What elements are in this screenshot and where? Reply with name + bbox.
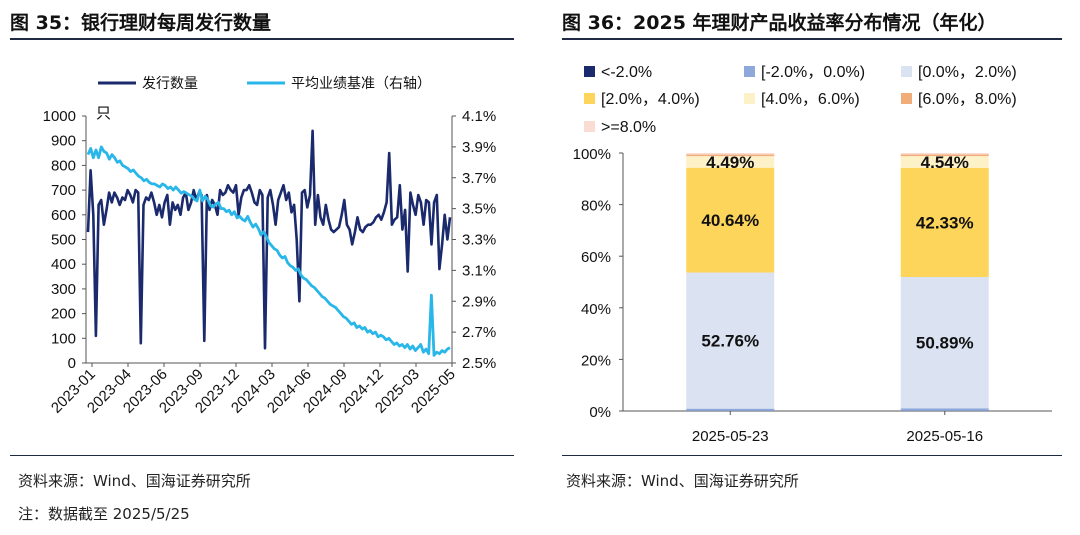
bar-segment (686, 153, 775, 155)
bar-y-tick-label: 40% (581, 301, 611, 318)
bar-legend-label: [0.0%，2.0%) (918, 64, 1017, 81)
left-tick-label: 800 (51, 157, 76, 174)
bar-segment-label: 52.76% (701, 332, 759, 351)
figure-title-right: 图 36：2025 年理财产品收益率分布情况（年化） (562, 12, 997, 34)
bar-segment (900, 153, 989, 155)
bar-segment (900, 167, 989, 277)
bar-y-tick-label: 100% (573, 146, 611, 163)
bar-legend-label: >=8.0% (601, 119, 656, 136)
weekly-issuance-line-chart: 0 100 200 300 400 500 600 700 800 900 1000 只 2.5% 2.7… (43, 75, 497, 417)
bar-segment-label: 42.33% (916, 213, 974, 232)
legend-label-1: 平均业绩基准（右轴） (291, 75, 431, 92)
left-tick-label: 300 (51, 281, 76, 298)
right-tick-label: 4.1% (462, 108, 496, 125)
bar-legend-label: [2.0%，4.0%) (601, 91, 700, 108)
left-tick-label: 500 (51, 232, 76, 249)
bar-y-tick-label: 60% (581, 249, 611, 266)
right-tick-label: 3.5% (462, 201, 496, 218)
bar-segment (686, 156, 775, 168)
left-tick-label: 0 (68, 355, 76, 372)
left-tick-label: 200 (51, 306, 76, 323)
footer-rule-right (562, 455, 1062, 456)
yield-distribution-stacked-bar-chart: 0% 20% 40% 60% 80% 100% 52.76% 40.64% 4.49% 2025-… (573, 64, 1052, 445)
bar-segment (900, 154, 989, 157)
left-tick-label: 400 (51, 256, 76, 273)
left-tick-label: 700 (51, 182, 76, 199)
data-date-note: 注：数据截至 2025/5/25 (18, 505, 190, 523)
bar-segment-label: 4.54% (921, 153, 969, 172)
bar-segment-label: 40.64% (701, 211, 759, 230)
right-tick-label: 3.1% (462, 262, 496, 279)
bar-legend-swatch (901, 66, 912, 77)
bar-legend-label: <-2.0% (601, 64, 652, 81)
left-axis-unit: 只 (96, 105, 111, 122)
bar-legend-swatch (744, 66, 755, 77)
legend-label-0: 发行数量 (142, 76, 198, 92)
bar-y-tick-label: 80% (581, 198, 611, 215)
bar-segment (900, 156, 989, 168)
right-tick-label: 3.7% (462, 170, 496, 187)
bar-segment (686, 167, 775, 273)
right-tick-label: 2.9% (462, 293, 496, 310)
bar-y-tick-label: 0% (589, 404, 611, 421)
bar-x-tick-label: 2025-05-23 (692, 428, 769, 445)
left-tick-label: 1000 (43, 108, 76, 125)
series-line-avg-benchmark (86, 145, 451, 357)
title-rule-left (10, 38, 514, 40)
bar-segment-label: 50.89% (916, 334, 974, 353)
series-line-issuance-count (86, 129, 452, 350)
bar-legend-label: [4.0%，6.0%) (761, 91, 860, 108)
left-tick-label: 100 (51, 330, 76, 347)
source-note-left: 资料来源：Wind、国海证券研究所 (18, 472, 251, 490)
left-tick-label: 600 (51, 207, 76, 224)
bar-legend-swatch (744, 93, 755, 104)
bar-segment (686, 272, 775, 409)
footer-rule-left (10, 455, 514, 456)
bar-segment (686, 154, 775, 157)
bar-y-tick-label: 20% (581, 352, 611, 369)
source-note-right: 资料来源：Wind、国海证券研究所 (566, 472, 799, 490)
bar-legend-label: [-2.0%，0.0%) (761, 64, 865, 81)
right-tick-label: 3.3% (462, 232, 496, 249)
left-tick-label: 900 (51, 133, 76, 150)
right-tick-label: 3.9% (462, 139, 496, 156)
bar-segment-label: 4.49% (706, 153, 754, 172)
bar-legend-swatch (584, 121, 595, 132)
bar-x-tick-label: 2025-05-16 (906, 428, 983, 445)
bar-legend-label: [6.0%，8.0%) (918, 91, 1017, 108)
right-tick-label: 2.7% (462, 324, 496, 341)
title-rule-right (562, 38, 1062, 40)
bar-legend-swatch (584, 93, 595, 104)
bar-segment (900, 408, 989, 411)
bar-legend-swatch (901, 93, 912, 104)
figure-title-left: 图 35：银行理财每周发行数量 (10, 12, 272, 34)
bar-segment (900, 276, 989, 409)
bar-legend-swatch (584, 66, 595, 77)
right-tick-label: 2.5% (462, 355, 496, 372)
bar-segment (686, 408, 775, 411)
